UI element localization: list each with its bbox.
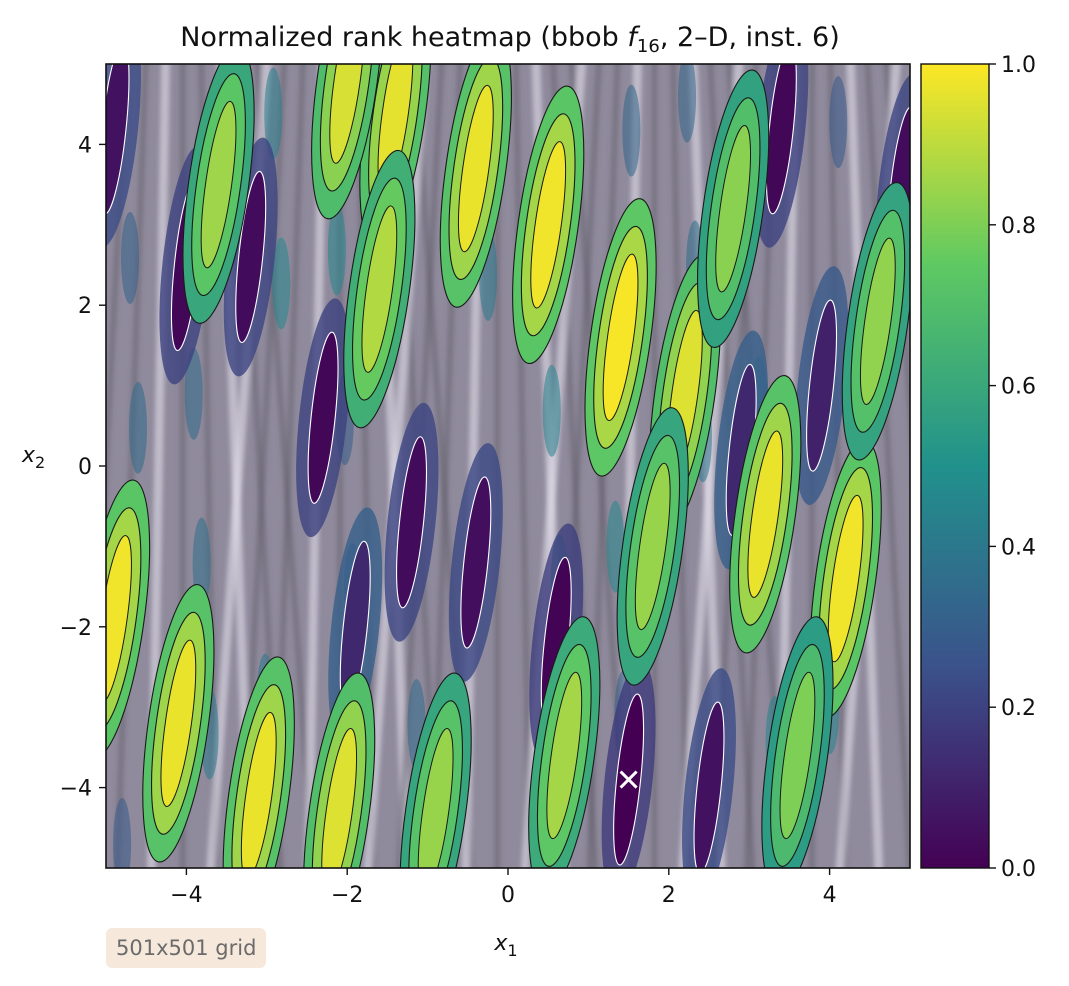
mid-rank-blob <box>264 67 283 160</box>
ridge-core <box>457 84 494 253</box>
ridge-core <box>329 64 366 164</box>
trough-core <box>307 331 339 504</box>
y-axis: −4 −2 0 2 4 <box>60 133 106 802</box>
y-tick-label: −2 <box>60 616 92 641</box>
texture-stripe <box>106 64 131 868</box>
ridge-core <box>530 141 567 309</box>
x-tick-label: −4 <box>170 883 202 908</box>
trough-core <box>396 436 428 609</box>
colorbar-tick-label: 0.2 <box>1001 696 1036 721</box>
ridge-core <box>106 535 132 703</box>
mid-rank-blob <box>622 84 641 177</box>
ridge-core <box>859 237 896 405</box>
y-tick-label: 0 <box>78 455 92 480</box>
ridge-core <box>240 711 277 868</box>
ridge-core <box>200 100 237 269</box>
colorbar-tick-label: 0.4 <box>1001 535 1036 560</box>
grid-size-note: 501x501 grid <box>106 928 267 968</box>
trough-core <box>806 299 838 472</box>
ridge-core <box>827 494 864 663</box>
high-rank-regions <box>106 64 910 868</box>
y-axis-label: x2 <box>21 443 45 472</box>
ridge-core <box>321 728 358 868</box>
colorbar-tick-label: 0.6 <box>1001 375 1036 400</box>
chart-title: Normalized rank heatmap (bbob f16, 2–D, … <box>180 22 840 57</box>
ridge-core <box>160 639 197 807</box>
ridge-core <box>779 671 816 840</box>
x-axis-label: x1 <box>493 931 517 960</box>
mid-rank-blob <box>327 203 346 296</box>
optimum-marker <box>619 770 638 789</box>
plot-area <box>105 63 911 869</box>
x-axis: −4 −2 0 2 4 <box>170 868 837 908</box>
mid-rank-blob <box>542 364 561 457</box>
colorbar-tick-label: 0.0 <box>1001 857 1036 882</box>
mid-rank-blob <box>272 237 291 330</box>
ridge-core <box>361 205 398 373</box>
ridge-core <box>715 125 752 293</box>
colorbar-tick-label: 1.0 <box>1001 53 1036 78</box>
trough-core <box>765 64 797 215</box>
y-tick-label: 2 <box>78 294 92 319</box>
optimum-marker-group <box>619 770 638 789</box>
ridge-core <box>634 462 671 631</box>
colorbar: 0.0 0.2 0.4 0.6 0.8 1.0 <box>920 53 1036 882</box>
trough-core <box>235 170 267 344</box>
colorbar-ticks: 0.0 0.2 0.4 0.6 0.8 1.0 <box>989 53 1036 882</box>
mid-rank-blob <box>678 64 697 143</box>
colorbar-gradient <box>920 63 990 869</box>
ridge-core <box>602 253 639 422</box>
ridge-core <box>417 728 454 868</box>
x-tick-label: 4 <box>823 883 837 908</box>
texture-stripe <box>179 64 186 868</box>
mid-rank-blob <box>829 76 848 169</box>
x-tick-label: 0 <box>501 883 515 908</box>
y-tick-label: −4 <box>60 777 92 802</box>
mid-rank-blob <box>184 347 203 440</box>
x-tick-label: 2 <box>662 883 676 908</box>
mid-rank-blob <box>121 211 140 304</box>
x-tick-label: −2 <box>331 883 363 908</box>
trough-core <box>693 701 725 868</box>
ridge-core <box>546 671 583 840</box>
mid-rank-blob <box>128 381 147 474</box>
mid-rank-blob <box>113 797 132 868</box>
colorbar-tick-label: 0.8 <box>1001 214 1036 239</box>
heatmap-field <box>106 64 910 868</box>
trough-core <box>460 476 492 649</box>
ridge-core <box>747 430 784 598</box>
y-tick-label: 4 <box>78 133 92 158</box>
